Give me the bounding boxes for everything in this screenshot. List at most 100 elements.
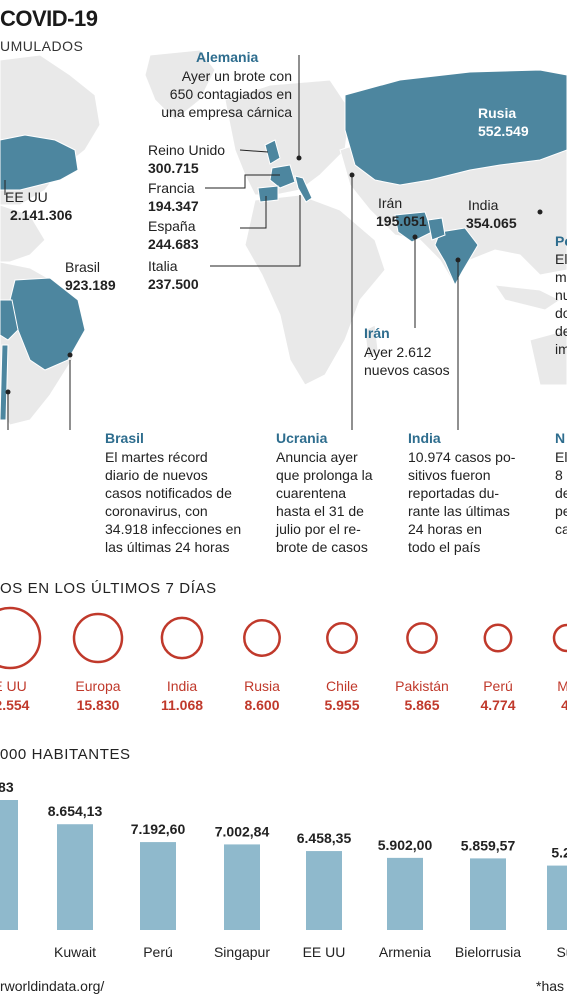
iran-note-line-1: Ayer 2.612 [364,344,432,360]
source-footer: rworldindata.org/ [0,978,105,994]
ucrania-note-title: Ucrania [276,430,328,446]
right-note-2-line-4: pe [555,503,567,519]
alemania-note-line-2: 650 contagiados en [169,86,292,102]
right-note-2-line-1: El [555,449,567,465]
right-note-1-title: Pe [555,233,567,249]
reino-unido-value-label: 300.715 [148,160,199,176]
bar-category-label-7: Su [556,944,567,960]
spain-highlight [257,185,279,203]
bubble-value-label-4: 5.955 [324,697,359,713]
bar-value-label-5: 5.902,00 [378,837,433,853]
bubble-category-label-1: Europa [75,678,120,694]
india-leader-line [457,260,459,430]
bubble-category-label-3: Rusia [244,678,280,694]
bubble-2 [160,616,204,660]
map-leader-lines [4,55,459,430]
bubble-category-label-0: E UU [0,678,27,694]
europe-landmass [224,79,351,196]
central-america-landmass [0,204,46,263]
bubble-5 [406,622,438,654]
alemania-note-line-3: una empresa cárnica [161,104,292,120]
right-note-1-line-5: de [555,323,567,339]
right-note-1-line-1: El [555,251,567,267]
reino-unido-leader-line [239,149,269,153]
bar-value-label-3: 7.002,84 [215,823,270,839]
bubble-1 [72,612,124,664]
greenland-landmass [144,49,216,121]
bar-7 [547,865,567,930]
brasil-note-line-2: diario de nuevos [105,467,208,483]
france-highlight [269,164,296,189]
india-dot [455,257,461,263]
brasil-name-label: Brasil [65,259,101,275]
bubble-value-label-0: .2.554 [0,697,30,713]
bubble-value-label-6: 4.774 [480,697,515,713]
francia-value-label: 194.347 [148,198,199,214]
iran-value-label: 195.051 [376,213,427,229]
bubble-6 [483,623,513,653]
india-note-line-6: todo el país [408,539,481,555]
footnote: *has [536,978,565,994]
brasil-value-label: 923.189 [65,277,116,293]
bar-category-label-1: Kuwait [54,944,96,960]
brasil-note-line-6: las últimas 24 horas [105,539,230,555]
usa-highlight [0,134,79,191]
rusia-name-label: Rusia [478,105,517,121]
bar-0 [0,800,18,930]
bubble-category-label-6: Perú [483,678,513,694]
right-dot [537,209,543,215]
italia-value-label: 237.500 [148,276,199,292]
right-note-2-title: N [555,430,566,446]
right-note-1-line-2: m [555,269,567,285]
bubble-value-label-5: 5.865 [404,697,439,713]
rusia-value-label: 552.549 [478,123,529,139]
reino-unido-name-label: Reino Unido [148,142,226,158]
iran-name-label: Irán [378,195,403,211]
bar-value-label-1: 8.654,13 [48,803,103,819]
alemania-note-line-1: Ayer un brote con [181,68,292,84]
iran-note-line-2: nuevos casos [364,362,450,378]
bubble-3 [243,619,281,657]
bar-2 [140,842,176,930]
bar-value-label-6: 5.859,57 [461,837,516,853]
map-dots [5,155,543,395]
uk-highlight [264,139,281,165]
brasil-note-line-5: 34.918 infecciones en [105,521,242,537]
ucrania-note-line-2: que prolonga la [276,467,373,483]
italy-highlight [294,175,313,203]
bar-4 [306,851,342,930]
se-asia-islands-landmass [493,284,561,311]
bubble-value-label-3: 8.600 [244,697,279,713]
bubble-value-label-2: 11.068 [161,697,203,713]
brasil-note-title: Brasil [105,430,144,446]
alemania-dot [296,155,302,161]
bars-chart: 8,83 8.654,13 Kuwait 7.192,60 Perú 7.002,84 Si… [0,780,567,960]
italia-name-label: Italia [148,258,178,274]
bar-value-label-0: 8,83 [0,780,14,795]
brasil-note-line-3: casos notificados de [105,485,232,501]
eeuu-name-label: EE UU [5,189,48,205]
world-map [0,49,567,430]
iran-highlight [394,211,433,243]
bar-5 [387,857,423,930]
bar-1 [57,824,93,930]
ucrania-note-line-6: brote de casos [276,539,368,555]
peru-highlight [0,299,19,341]
brasil-leader-line [69,360,71,430]
brasil-note-line-1: El martes récord [105,449,208,465]
india-note-line-1: 10.974 casos po- [408,449,516,465]
india-note-title: India [408,430,441,446]
madagascar-landmass [364,324,379,362]
right-note-2-line-2: 8 [555,467,563,483]
ucrania-note-line-1: Anuncia ayer [276,449,358,465]
oceania-landmass [529,329,567,386]
pakistan-highlight [427,217,446,241]
right-note-2-line-5: ca [555,521,567,537]
italia-leader-line [210,195,301,267]
bubble-category-label-5: Pakistán [395,678,449,694]
bubble-category-label-4: Chile [326,678,358,694]
bubble-value-label-7: 4. [561,697,567,713]
bars-section-title: 000 HABITANTES [0,746,131,763]
bubble-7 [552,623,567,653]
circles-chart: E UU .2.554 Europa 15.830 India 11.068 Rusia 8.… [0,606,567,713]
